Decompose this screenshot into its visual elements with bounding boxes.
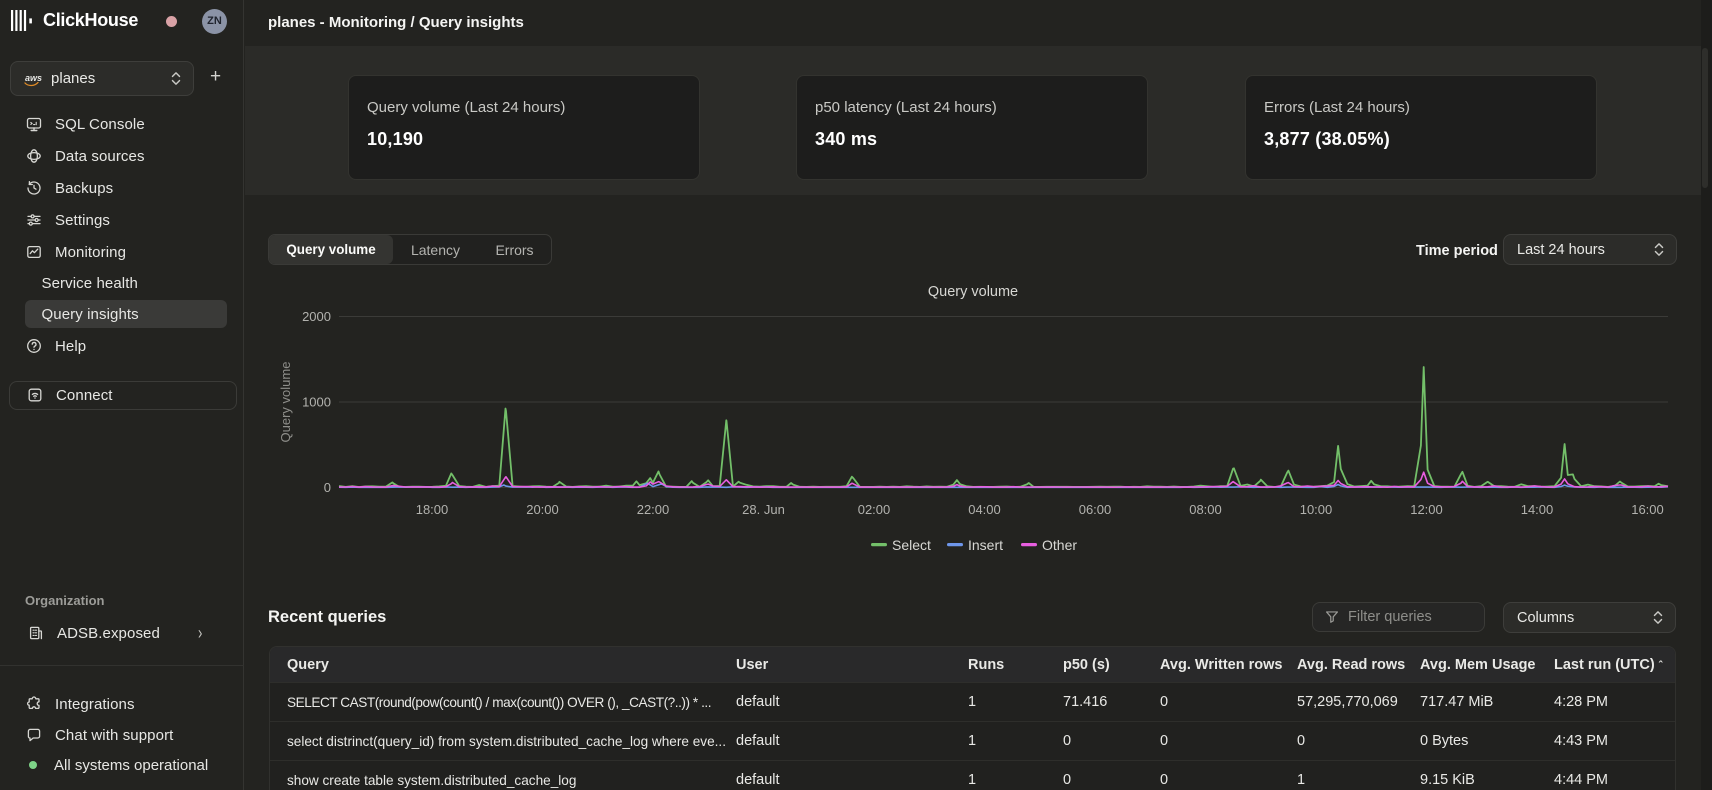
svg-text:Query volume: Query volume: [928, 284, 1018, 300]
svg-text:06:00: 06:00: [1079, 502, 1112, 517]
svg-text:0: 0: [324, 480, 331, 495]
svg-text:20:00: 20:00: [526, 502, 559, 517]
svg-text:Insert: Insert: [968, 537, 1003, 553]
svg-text:04:00: 04:00: [968, 502, 1001, 517]
svg-text:12:00: 12:00: [1410, 502, 1443, 517]
svg-text:08:00: 08:00: [1189, 502, 1222, 517]
svg-text:1000: 1000: [302, 395, 331, 410]
svg-text:Query volume: Query volume: [278, 362, 293, 443]
svg-text:16:00: 16:00: [1631, 502, 1664, 517]
svg-text:Select: Select: [892, 537, 931, 553]
svg-text:14:00: 14:00: [1521, 502, 1554, 517]
svg-text:28. Jun: 28. Jun: [742, 502, 785, 517]
svg-text:18:00: 18:00: [416, 502, 449, 517]
svg-text:22:00: 22:00: [637, 502, 670, 517]
svg-text:02:00: 02:00: [858, 502, 891, 517]
svg-text:10:00: 10:00: [1300, 502, 1333, 517]
svg-text:Other: Other: [1042, 537, 1077, 553]
svg-text:2000: 2000: [302, 309, 331, 324]
